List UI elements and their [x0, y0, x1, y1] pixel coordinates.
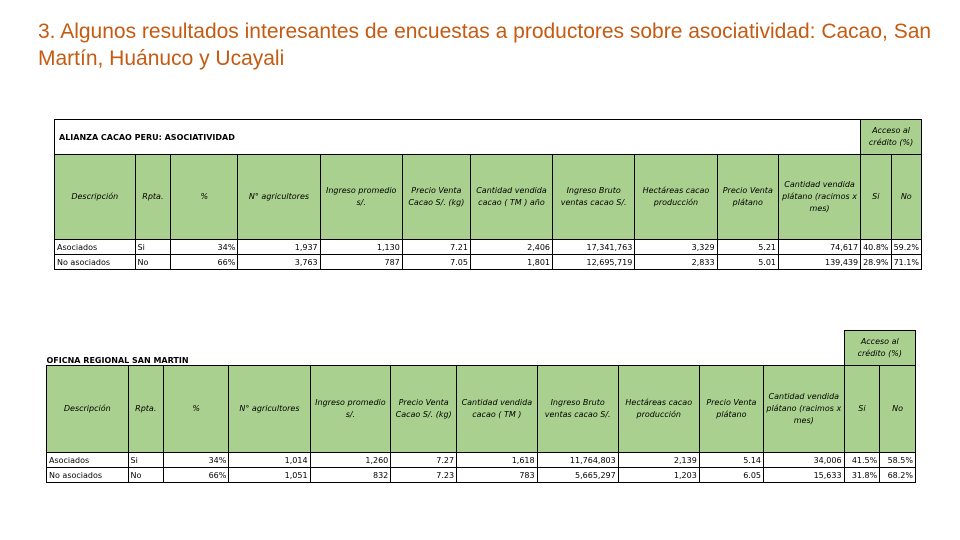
cell: 3,329	[634, 239, 718, 255]
header-precio-platano: Precio Venta plátano	[716, 154, 780, 240]
cell: No asociados	[46, 467, 129, 483]
header-cantidad-vendida-cacao: Cantidad vendida cacao ( TM ) año	[469, 154, 554, 240]
header-cantidad-platano: Cantidad vendida plátano (racimos x mes)	[777, 154, 862, 240]
cell: 1,260	[309, 452, 392, 468]
cell: 66%	[170, 254, 239, 270]
header-rpta: Rpta.	[134, 154, 172, 240]
cell: 1,937	[237, 239, 321, 255]
header-precio-venta-cacao: Precio Venta Cacao S/. (kg)	[401, 154, 471, 240]
header-precio-venta-cacao: Precio Venta Cacao S/. (kg)	[390, 365, 458, 453]
group-header-credit: Acceso al crédito (%)	[843, 330, 917, 366]
header-ingreso-bruto: Ingreso Bruto ventas cacao S/.	[536, 365, 619, 453]
header-credit-si: Si	[860, 154, 892, 240]
cell: 787	[319, 254, 403, 270]
cell: No	[134, 254, 172, 270]
cell: 11,764,803	[536, 452, 619, 468]
cell: 832	[309, 467, 392, 483]
cell: 34%	[170, 239, 239, 255]
table-caption: OFICNA REGIONAL SAN MARTIN	[46, 356, 189, 365]
header-descripcion: Descripción	[46, 365, 129, 453]
cell: 7.05	[401, 254, 471, 270]
cell: 1,130	[319, 239, 403, 255]
group-header-credit: Acceso al crédito (%)	[860, 119, 922, 155]
cell: 1,203	[617, 467, 700, 483]
header-percent: %	[162, 365, 230, 453]
table-row: Asociados Si 34% 1,937 1,130 7.21 2,406 …	[54, 239, 923, 255]
header-rpta: Rpta.	[127, 365, 164, 453]
cell: Si	[127, 452, 164, 468]
header-precio-platano: Precio Venta plátano	[698, 365, 765, 453]
cell: 5.14	[698, 452, 765, 468]
table-row: Asociados Si 34% 1,014 1,260 7.27 1,618 …	[46, 452, 916, 468]
cell: 12,695,719	[552, 254, 636, 270]
cell: No asociados	[54, 254, 136, 270]
cell: 3,763	[237, 254, 321, 270]
header-ingreso-promedio: Ingreso promedio s/.	[319, 154, 403, 240]
header-ingreso-bruto: Ingreso Bruto ventas cacao S/.	[552, 154, 636, 240]
cell: No	[127, 467, 164, 483]
cell: 5,665,297	[536, 467, 619, 483]
cell: 783	[456, 467, 538, 483]
header-credit-no: No	[879, 365, 916, 453]
header-n-agricultores: N° agricultores	[237, 154, 321, 240]
header-hectareas: Hectáreas cacao producción	[617, 365, 700, 453]
table-san-martin: OFICNA REGIONAL SAN MARTIN Acceso al cré…	[46, 330, 917, 483]
cell: 1,014	[228, 452, 311, 468]
header-credit-si: Si	[843, 365, 881, 453]
cell: 41.5%	[843, 452, 881, 468]
cell: 2,139	[617, 452, 700, 468]
cell: 5.01	[716, 254, 780, 270]
cell: 7.27	[390, 452, 458, 468]
table-alianza-cacao: ALIANZA CACAO PERU: ASOCIATIVIDAD Acceso…	[53, 119, 923, 270]
cell: 1,051	[228, 467, 311, 483]
cell: 66%	[162, 467, 230, 483]
cell: 7.23	[390, 467, 458, 483]
cell: 15,633	[763, 467, 845, 483]
cell: 1,801	[469, 254, 554, 270]
cell: 74,617	[777, 239, 862, 255]
header-ingreso-promedio: Ingreso promedio s/.	[309, 365, 392, 453]
cell: 31.8%	[843, 467, 881, 483]
cell: Asociados	[54, 239, 136, 255]
header-cantidad-vendida-cacao: Cantidad vendida cacao ( TM )	[456, 365, 538, 453]
header-n-agricultores: N° agricultores	[228, 365, 311, 453]
cell: 40.8%	[860, 239, 892, 255]
header-percent: %	[170, 154, 239, 240]
cell: 2,833	[634, 254, 718, 270]
cell: 139,439	[777, 254, 862, 270]
cell: 5.21	[716, 239, 780, 255]
cell: 34,006	[763, 452, 845, 468]
cell: 34%	[162, 452, 230, 468]
table-header-row: Descripción Rpta. % N° agricultores Ingr…	[46, 365, 916, 453]
table-row: No asociados No 66% 1,051 832 7.23 783 5…	[46, 467, 916, 483]
cell: Si	[134, 239, 172, 255]
cell: 58.5%	[879, 452, 916, 468]
header-credit-no: No	[890, 154, 923, 240]
table-caption: ALIANZA CACAO PERU: ASOCIATIVIDAD	[53, 119, 862, 155]
cell: 28.9%	[860, 254, 892, 270]
header-descripcion: Descripción	[54, 154, 136, 240]
table-row: No asociados No 66% 3,763 787 7.05 1,801…	[54, 254, 923, 270]
cell: 2,406	[469, 239, 554, 255]
header-cantidad-platano: Cantidad vendida plátano (racimos x mes)	[763, 365, 845, 453]
header-hectareas: Hectáreas cacao producción	[634, 154, 718, 240]
cell: 68.2%	[879, 467, 916, 483]
cell: 71.1%	[890, 254, 923, 270]
slide-title: 3. Algunos resultados interesantes de en…	[38, 20, 932, 70]
cell: 17,341,763	[552, 239, 636, 255]
cell: 6.05	[698, 467, 765, 483]
cell: 1,618	[456, 452, 538, 468]
table-header-row: Descripción Rpta. % N° agricultores Ingr…	[54, 154, 923, 240]
cell: 59.2%	[890, 239, 923, 255]
cell: Asociados	[46, 452, 129, 468]
cell: 7.21	[401, 239, 471, 255]
